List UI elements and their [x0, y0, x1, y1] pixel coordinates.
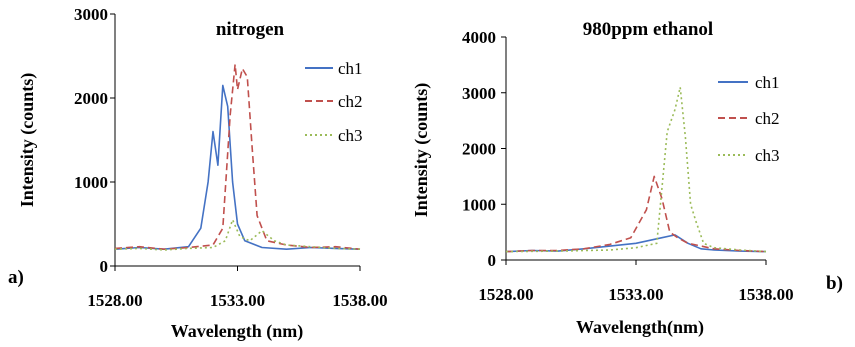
- legend-a-label-ch3: ch3: [338, 126, 363, 145]
- chart-a-x-tick-label: 1528.00: [87, 291, 142, 310]
- chart-panel-a: nitrogen 0 1000 2000 3000 1528.00 1533.00 153…: [8, 5, 388, 342]
- panel-label-a: a): [8, 267, 24, 288]
- chart-a-x-tick-label: 1538.00: [332, 291, 387, 310]
- chart-a-y-axis-label: Intensity (counts): [17, 73, 38, 208]
- chart-a-series: [114, 63, 361, 251]
- legend-b-label-ch1: ch1: [755, 73, 780, 92]
- legend-b-label-ch3: ch3: [755, 146, 780, 165]
- chart-b-legend: ch1 ch2 ch3: [718, 73, 780, 165]
- chart-a-y-tick-label: 1000: [74, 173, 108, 192]
- chart-b-x-axis-label: Wavelength(nm): [576, 317, 704, 338]
- chart-b-series-ch3: [505, 86, 767, 253]
- chart-b-y-axis-label: Intensity (counts): [411, 83, 432, 218]
- chart-b-axes: [505, 37, 766, 261]
- chart-b-y-tick-label: 3000: [462, 84, 496, 103]
- chart-b-x-tick-label: 1533.00: [608, 285, 663, 304]
- chart-a-series-ch2: [114, 63, 361, 250]
- chart-a-series-ch1: [114, 84, 361, 250]
- panel-label-b: b): [826, 273, 843, 294]
- chart-b-series-ch1: [505, 234, 767, 253]
- chart-a-y-tick-label: 3000: [74, 5, 108, 24]
- chart-panel-b: 980ppm ethanol 0 1000 2000 3000 4000 1528.00…: [411, 19, 843, 338]
- chart-b-title: 980ppm ethanol: [583, 19, 713, 40]
- chart-a-x-ticks: 1528.00 1533.00 1538.00: [87, 266, 388, 310]
- legend-b-label-ch2: ch2: [755, 109, 780, 128]
- legend-a-label-ch2: ch2: [338, 92, 363, 111]
- chart-b-y-ticks: 0 1000 2000 3000 4000: [462, 28, 506, 270]
- chart-b-y-tick-label: 4000: [462, 28, 496, 47]
- chart-a-x-tick-label: 1533.00: [210, 291, 265, 310]
- chart-a-legend: ch1 ch2 ch3: [305, 59, 363, 145]
- chart-a-y-ticks: 0 1000 2000 3000: [74, 5, 115, 276]
- legend-a-label-ch1: ch1: [338, 59, 363, 78]
- chart-b-x-tick-label: 1528.00: [478, 285, 533, 304]
- chart-b-series: [505, 86, 767, 253]
- chart-b-y-tick-label: 2000: [462, 140, 496, 159]
- chart-b-x-tick-label: 1538.00: [738, 285, 793, 304]
- chart-b-y-tick-label: 0: [488, 251, 497, 270]
- chart-b-series-ch2: [505, 175, 767, 253]
- chart-b-y-tick-label: 1000: [462, 195, 496, 214]
- chart-a-axes: [114, 14, 360, 267]
- chart-a-x-axis-label: Wavelength (nm): [171, 321, 304, 342]
- chart-a-y-tick-label: 0: [100, 257, 109, 276]
- chart-a-y-tick-label: 2000: [74, 89, 108, 108]
- chart-a-title: nitrogen: [216, 19, 285, 40]
- chart-b-x-ticks: 1528.00 1533.00 1538.00: [478, 260, 794, 304]
